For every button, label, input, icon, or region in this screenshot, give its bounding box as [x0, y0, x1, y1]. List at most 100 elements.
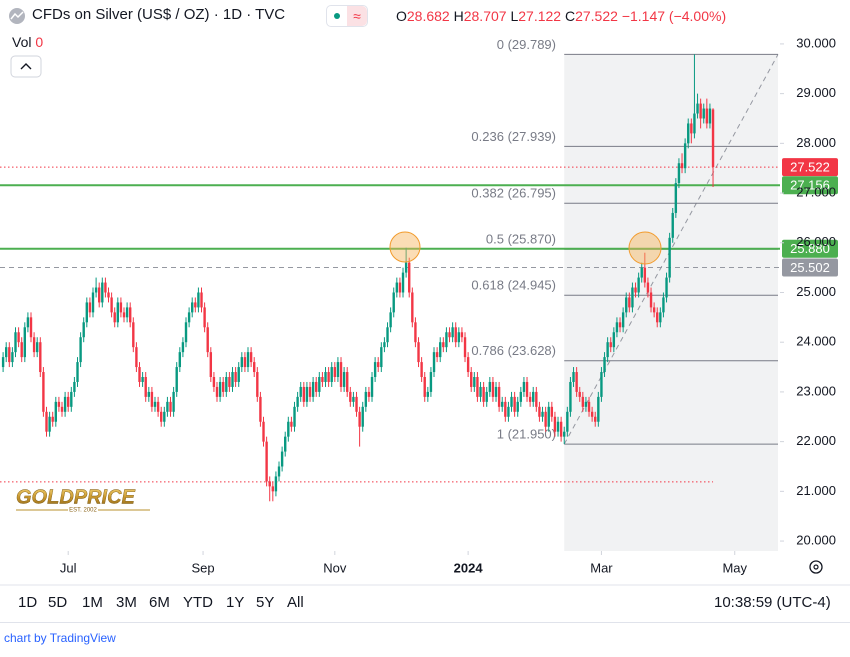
range-button[interactable]: 1D [18, 594, 38, 611]
y-tick-label: 26.000 [796, 234, 836, 249]
candle-body [364, 391, 368, 407]
candle-body [556, 421, 560, 432]
candle-body [485, 391, 488, 402]
ohlc-key: C [564, 8, 576, 24]
candle-body [417, 342, 420, 363]
range-button[interactable]: 3M [116, 594, 137, 611]
candle-body [88, 302, 92, 313]
range-button[interactable]: 6M [149, 594, 170, 611]
candle-body [156, 401, 160, 412]
attribution: chart by TradingView [4, 631, 116, 645]
candle-body [274, 476, 278, 492]
candle-body [17, 332, 20, 343]
candle-body [497, 386, 501, 407]
candle-body [665, 277, 668, 298]
candle-body [479, 386, 482, 397]
candle-body [594, 416, 597, 422]
candle-body [408, 262, 411, 293]
range-button[interactable]: 1M [82, 594, 103, 611]
candle-body [649, 292, 653, 308]
fib-label: 0.618 (24.945) [471, 278, 556, 293]
candle-body [101, 282, 104, 303]
candle-body [321, 377, 324, 382]
candle-body [194, 302, 197, 308]
symbol-icon [8, 7, 26, 29]
candle-body [187, 312, 191, 323]
candle-body [370, 377, 374, 397]
candle-body [662, 297, 665, 313]
candle-body [575, 372, 578, 392]
candle-body [129, 307, 132, 323]
candle-body [383, 342, 386, 348]
candle-body [355, 396, 358, 412]
wave-toggle[interactable]: ≈ [347, 6, 367, 26]
candle-body [380, 347, 383, 368]
candle-body [339, 362, 343, 387]
candle-body [175, 367, 178, 392]
candle-body [581, 396, 585, 407]
candle-body [705, 108, 709, 124]
candle-body [67, 396, 70, 407]
candle-body [11, 352, 14, 363]
ohlc-value: 28.682 [406, 8, 450, 24]
range-button[interactable]: YTD [183, 594, 213, 611]
candle-body [544, 411, 547, 427]
candle-body [634, 287, 637, 293]
candle-body [516, 401, 519, 412]
candle-body [488, 381, 492, 392]
candle-body [73, 381, 76, 392]
range-button[interactable]: 1Y [226, 594, 245, 611]
highlight-circle [389, 231, 421, 263]
candle-body [386, 327, 389, 343]
indicator-toggles[interactable]: ≈ [326, 5, 368, 27]
dot-toggle[interactable] [327, 6, 347, 26]
y-tick-label: 20.000 [796, 532, 836, 547]
candle-body [265, 441, 268, 482]
candle-body [367, 391, 371, 397]
clock: 10:38:59 (UTC-4) [714, 594, 831, 611]
candle-body [566, 411, 569, 432]
candle-body [711, 109, 715, 168]
price-label: 25.502 [790, 260, 830, 275]
candle-body [674, 183, 678, 213]
volume-value: 0 [35, 34, 44, 50]
candle-body [122, 312, 126, 318]
candle-body [178, 352, 182, 368]
candle-body [656, 312, 659, 323]
candle-body [324, 372, 327, 382]
candle-body [70, 391, 73, 407]
candle-body [166, 401, 169, 412]
candle-body [181, 342, 185, 353]
candle-body [659, 312, 662, 323]
range-button[interactable]: All [287, 594, 304, 611]
candle-body [200, 292, 203, 308]
fib-label: 0.236 (27.939) [471, 129, 556, 144]
settings-icon[interactable] [809, 560, 823, 574]
fib-label: 1 (21.950) [497, 427, 556, 442]
ohlc-value: 28.707 [463, 8, 507, 24]
candle-body [699, 103, 702, 119]
candle-body [507, 406, 510, 417]
logo-name: GOLDPRICE [16, 486, 136, 508]
candle-body [48, 416, 51, 432]
candle-body [110, 297, 113, 313]
range-button[interactable]: 5D [48, 594, 68, 611]
candle-body [150, 391, 154, 407]
candle-body [318, 377, 321, 392]
ohlc-key: O [396, 8, 407, 24]
candle-body [91, 292, 95, 313]
volume-legend: Vol 0 [12, 34, 43, 50]
candle-body [63, 396, 67, 412]
candle-body [439, 342, 442, 358]
y-tick-label: 28.000 [796, 135, 836, 150]
candle-body [668, 237, 671, 278]
candle-body [352, 396, 355, 402]
range-button[interactable]: 5Y [256, 594, 275, 611]
candle-body [5, 347, 8, 358]
candle-body [482, 386, 485, 402]
candle-body [696, 103, 699, 114]
candle-body [327, 372, 330, 382]
candle-body [538, 406, 541, 417]
candle-body [525, 381, 529, 397]
collapse-button[interactable] [10, 55, 42, 78]
